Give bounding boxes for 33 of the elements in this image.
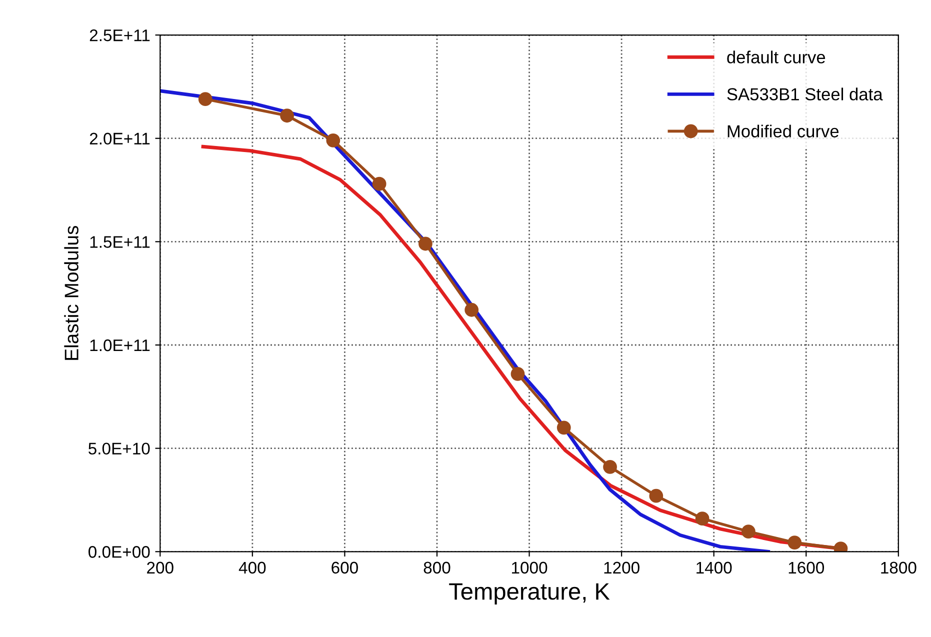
- x-tick-label: 1400: [696, 562, 732, 574]
- x-tick-label: 1200: [604, 562, 640, 574]
- y-tick-label: 5.0E+10: [88, 442, 150, 455]
- point: [464, 302, 479, 317]
- point: [788, 536, 802, 550]
- x-tick-label: 600: [332, 562, 358, 574]
- y-tick-label: 0.0E+00: [88, 546, 150, 558]
- y-tick-label: 2.5E+11: [90, 29, 150, 42]
- x-tick-label: 400: [238, 562, 266, 574]
- x-tick-label: 1600: [788, 562, 824, 574]
- point: [649, 488, 664, 503]
- point: [418, 236, 432, 251]
- legend-label: default curve: [727, 50, 826, 64]
- x-tick-label: 800: [424, 562, 450, 574]
- y-tick-label: 2.0E+11: [90, 132, 150, 145]
- legend-label: SA533B1 Steel data: [727, 88, 883, 100]
- point: [372, 176, 386, 191]
- point: [326, 133, 340, 148]
- point: [742, 524, 756, 539]
- point: [280, 108, 294, 123]
- point: [695, 512, 710, 526]
- point: [198, 92, 212, 106]
- x-tick-label: 1800: [881, 562, 916, 574]
- point: [603, 460, 617, 474]
- y-tick-label: 1.5E+11: [90, 236, 150, 248]
- y-tick-label: 1.0E+11: [90, 339, 150, 352]
- x-axis-title: Temperature, K: [449, 583, 610, 604]
- point: [510, 366, 525, 381]
- x-tick-label: 200: [147, 562, 174, 574]
- legend-label: Modified curve: [728, 124, 839, 138]
- x-tick-label: 1000: [512, 562, 548, 574]
- point: [556, 420, 571, 435]
- y-axis-title: Elastic Modulus: [64, 226, 78, 360]
